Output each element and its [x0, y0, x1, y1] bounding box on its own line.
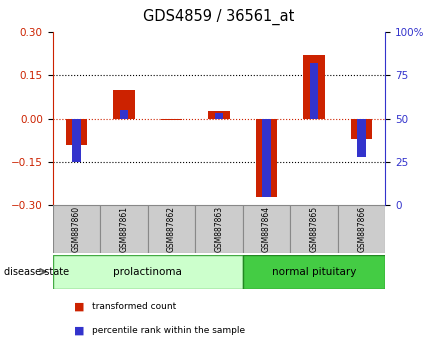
FancyBboxPatch shape	[195, 205, 243, 253]
Bar	[256, 119, 277, 197]
Text: GSM887864: GSM887864	[262, 206, 271, 252]
Bar	[72, 119, 81, 162]
FancyBboxPatch shape	[290, 205, 338, 253]
Bar	[66, 119, 87, 144]
Bar	[161, 119, 182, 120]
FancyBboxPatch shape	[53, 255, 243, 289]
Bar	[120, 110, 128, 119]
Text: disease state: disease state	[4, 267, 70, 277]
Text: percentile rank within the sample: percentile rank within the sample	[92, 326, 245, 336]
FancyBboxPatch shape	[148, 205, 195, 253]
Text: prolactinoma: prolactinoma	[113, 267, 182, 277]
Text: GDS4859 / 36561_at: GDS4859 / 36561_at	[143, 9, 295, 25]
FancyBboxPatch shape	[243, 255, 385, 289]
Text: GSM887863: GSM887863	[215, 206, 223, 252]
Text: ■: ■	[74, 326, 85, 336]
Bar	[351, 119, 372, 139]
FancyBboxPatch shape	[338, 205, 385, 253]
FancyBboxPatch shape	[243, 205, 290, 253]
Text: GSM887865: GSM887865	[310, 206, 318, 252]
Text: GSM887861: GSM887861	[120, 206, 128, 252]
Bar	[357, 119, 366, 157]
Bar	[262, 119, 271, 197]
Text: GSM887860: GSM887860	[72, 206, 81, 252]
FancyBboxPatch shape	[100, 205, 148, 253]
Text: normal pituitary: normal pituitary	[272, 267, 356, 277]
Bar	[310, 63, 318, 119]
Bar	[113, 90, 134, 119]
Text: GSM887866: GSM887866	[357, 206, 366, 252]
Bar	[208, 112, 230, 119]
Text: transformed count: transformed count	[92, 302, 176, 311]
Text: ■: ■	[74, 301, 85, 311]
Bar	[304, 55, 325, 119]
FancyBboxPatch shape	[53, 205, 100, 253]
Bar	[215, 113, 223, 119]
Text: GSM887862: GSM887862	[167, 206, 176, 252]
